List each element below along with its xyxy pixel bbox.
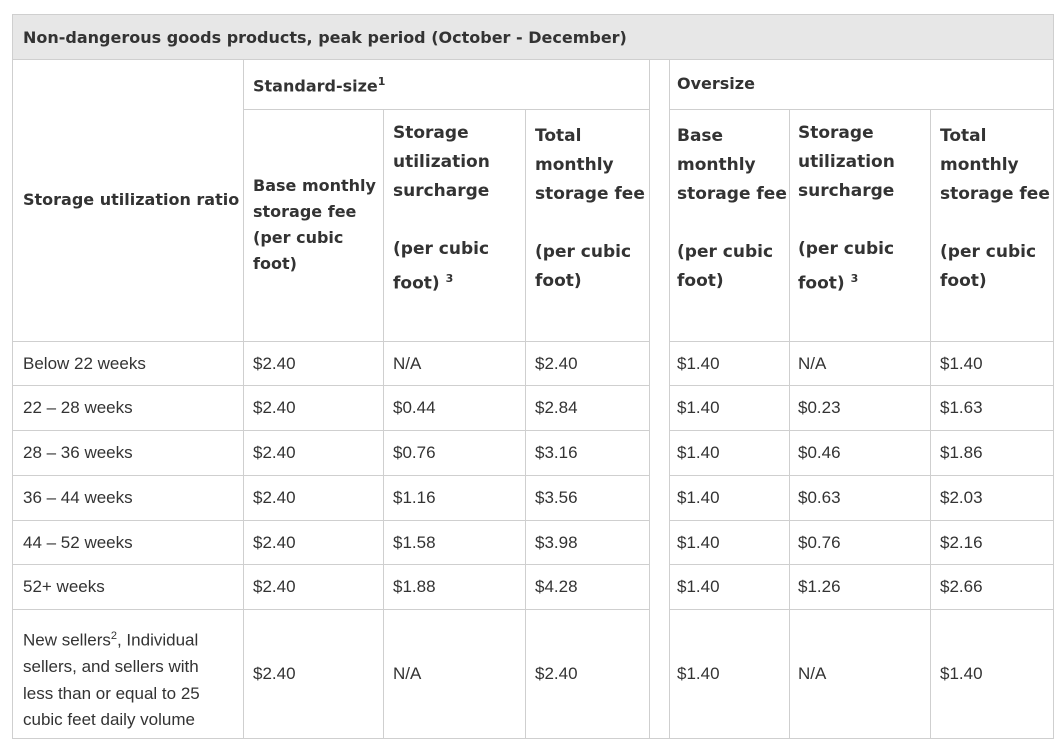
- table-cell: N/A: [393, 664, 422, 683]
- table-cell: $1.40: [677, 664, 720, 683]
- row-label: 44 – 52 weeks: [23, 533, 133, 552]
- table-cell: $2.84: [535, 398, 578, 417]
- divider: [243, 60, 244, 738]
- table-cell: $2.40: [253, 533, 296, 552]
- divider: [13, 564, 650, 565]
- table-cell: $2.40: [253, 664, 296, 683]
- table-cell: $2.03: [940, 488, 983, 507]
- table-cell: $3.98: [535, 533, 578, 552]
- table-cell: $2.40: [535, 664, 578, 683]
- table-cell: $2.66: [940, 577, 983, 596]
- column-header-base: Base monthly storage fee (per cubic foot…: [253, 176, 376, 273]
- row-label-new-sellers: New sellers2, Individual sellers, and se…: [23, 630, 200, 730]
- divider: [669, 430, 1053, 431]
- table-cell: $1.40: [677, 577, 720, 596]
- table-cell: $1.63: [940, 398, 983, 417]
- table-cell: $2.40: [253, 354, 296, 373]
- divider: [13, 385, 650, 386]
- divider: [669, 475, 1053, 476]
- divider: [525, 110, 526, 738]
- table-cell: $2.40: [253, 488, 296, 507]
- table-cell: $4.28: [535, 577, 578, 596]
- group-header-standard: Standard-size1: [253, 75, 386, 96]
- table-cell: $0.23: [798, 398, 841, 417]
- table-cell: $2.40: [253, 577, 296, 596]
- table-cell: $1.16: [393, 488, 436, 507]
- table-cell: N/A: [798, 354, 827, 373]
- table-cell: $0.76: [798, 533, 841, 552]
- table-cell: $1.58: [393, 533, 436, 552]
- divider: [243, 109, 650, 110]
- divider: [669, 341, 1053, 342]
- table-cell: N/A: [798, 664, 827, 683]
- row-label: Below 22 weeks: [23, 354, 146, 373]
- row-header-label: Storage utilization ratio: [23, 190, 240, 209]
- divider: [669, 60, 670, 738]
- divider: [789, 110, 790, 738]
- divider: [13, 341, 650, 342]
- row-label: 28 – 36 weeks: [23, 443, 133, 462]
- table-cell: $1.86: [940, 443, 983, 462]
- table-cell: N/A: [393, 354, 422, 373]
- group-header-oversize: Oversize: [677, 74, 755, 93]
- table-cell: $0.46: [798, 443, 841, 462]
- divider: [13, 609, 650, 610]
- table-cell: $1.88: [393, 577, 436, 596]
- table-cell: $1.40: [677, 488, 720, 507]
- divider: [13, 520, 650, 521]
- table-cell: $1.40: [677, 533, 720, 552]
- divider: [669, 385, 1053, 386]
- row-label: 22 – 28 weeks: [23, 398, 133, 417]
- divider: [669, 564, 1053, 565]
- divider: [13, 475, 650, 476]
- column-header-oversize-surcharge: Storage utilization surcharge (per cubic…: [798, 123, 895, 294]
- table-cell: $1.40: [677, 354, 720, 373]
- table-cell: $2.40: [253, 443, 296, 462]
- divider: [649, 60, 650, 738]
- table-cell: $2.40: [253, 398, 296, 417]
- table-cell: $1.26: [798, 577, 841, 596]
- column-header-oversize-base: Base monthly storage fee (per cubic foot…: [677, 126, 787, 291]
- table-cell: $1.40: [677, 398, 720, 417]
- column-header-surcharge: Storage utilization surcharge (per cubic…: [393, 123, 490, 294]
- column-header-total: Total monthly storage fee (per cubic foo…: [535, 126, 645, 291]
- column-header-oversize-total: Total monthly storage fee (per cubic foo…: [940, 126, 1050, 291]
- fee-table: Non-dangerous goods products, peak perio…: [12, 14, 1054, 739]
- divider: [669, 520, 1053, 521]
- table-cell: $2.16: [940, 533, 983, 552]
- table-cell: $0.76: [393, 443, 436, 462]
- table-cell: $1.40: [940, 354, 983, 373]
- table-cell: $1.40: [940, 664, 983, 683]
- row-label: 36 – 44 weeks: [23, 488, 133, 507]
- row-label: 52+ weeks: [23, 577, 105, 596]
- table-cell: $0.44: [393, 398, 436, 417]
- table-cell: $3.56: [535, 488, 578, 507]
- table-title: Non-dangerous goods products, peak perio…: [13, 15, 1053, 60]
- divider: [669, 109, 1053, 110]
- table-cell: $2.40: [535, 354, 578, 373]
- divider: [669, 609, 1053, 610]
- table-cell: $0.63: [798, 488, 841, 507]
- table-cell: $3.16: [535, 443, 578, 462]
- divider: [930, 110, 931, 738]
- divider: [13, 430, 650, 431]
- table-cell: $1.40: [677, 443, 720, 462]
- divider: [383, 110, 384, 738]
- group-gap: [651, 60, 669, 738]
